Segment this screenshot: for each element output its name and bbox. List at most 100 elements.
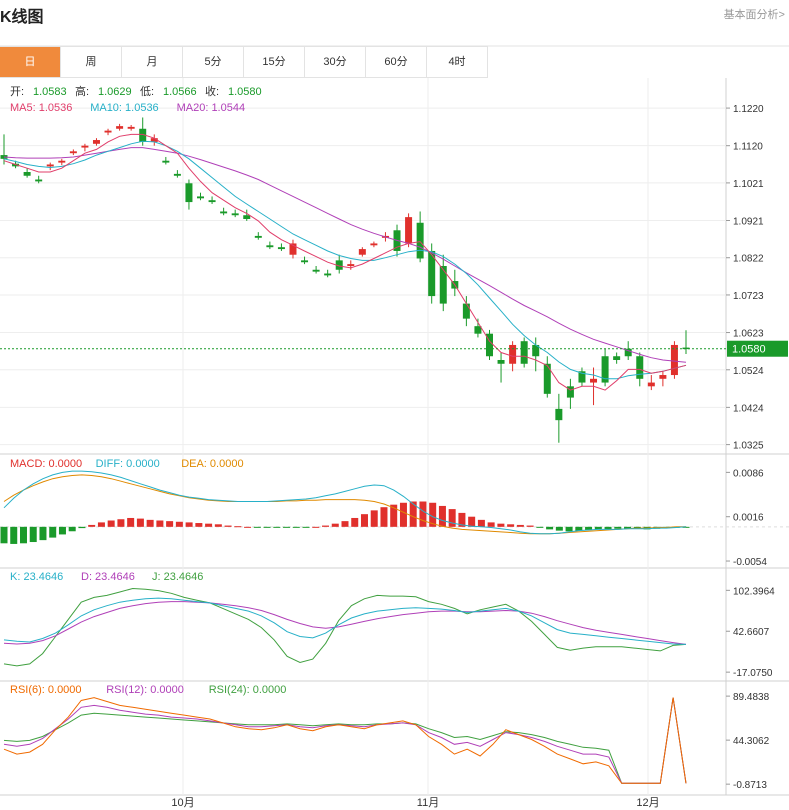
candle-body xyxy=(0,155,8,159)
candle-body xyxy=(35,179,43,182)
candle-body xyxy=(578,371,586,383)
tab-week[interactable]: 周 xyxy=(61,47,122,77)
macd-bar xyxy=(546,526,554,530)
candle-body xyxy=(243,215,251,219)
candle-body xyxy=(58,160,66,163)
macd-bar xyxy=(448,509,456,527)
candle-body xyxy=(520,341,528,364)
candle-body xyxy=(370,243,378,246)
macd-bar xyxy=(614,526,622,529)
macd-bar xyxy=(273,526,281,528)
x-axis-label: 12月 xyxy=(636,797,659,809)
candle-body xyxy=(497,360,505,364)
macd-bar xyxy=(127,517,135,527)
macd-bar xyxy=(117,519,125,527)
macd-bar xyxy=(39,526,47,541)
macd-bar xyxy=(604,526,612,530)
candle-body xyxy=(381,235,389,238)
macd-bar xyxy=(88,524,96,527)
ohlc-value: 1.0583 xyxy=(33,86,67,98)
macd-bar xyxy=(516,524,524,527)
ohlc-label: 高: xyxy=(75,84,89,98)
macd-tick-label: 0.0086 xyxy=(733,468,764,479)
fundamental-analysis-link[interactable]: 基本面分析> xyxy=(723,9,785,21)
macd-bar xyxy=(175,521,183,527)
macd-bar xyxy=(555,526,563,531)
macd-bar xyxy=(370,510,378,527)
macd-bar xyxy=(19,526,27,544)
candle-body xyxy=(46,164,54,167)
candle-body xyxy=(289,243,297,255)
candle-body xyxy=(173,173,181,176)
candle-body xyxy=(277,247,285,250)
macd-bar xyxy=(653,526,661,529)
candle-body xyxy=(451,281,459,289)
candle-body xyxy=(220,211,228,214)
price-tick-label: 1.0822 xyxy=(733,254,764,265)
price-tick-label: 1.0424 xyxy=(733,403,764,414)
macd-bar xyxy=(536,526,544,528)
kdj-k-line xyxy=(3,597,687,645)
ma10-line xyxy=(3,140,687,380)
candle-body xyxy=(254,235,262,238)
macd-bar xyxy=(234,526,242,528)
tab-4hour[interactable]: 4时 xyxy=(427,47,488,77)
price-tick-label: 1.0723 xyxy=(733,291,764,302)
candle-body xyxy=(231,213,239,216)
kdj-label: J: 23.4646 xyxy=(152,571,203,583)
macd-bar xyxy=(302,526,310,528)
macd-bar xyxy=(29,526,37,543)
candle-body xyxy=(555,408,563,421)
price-tick-label: 1.0325 xyxy=(733,441,764,452)
candle-body xyxy=(335,260,343,270)
candle-body xyxy=(439,266,447,304)
macd-bar xyxy=(468,516,476,527)
candle-body xyxy=(139,128,147,142)
macd-bar xyxy=(643,526,651,530)
macd-bar xyxy=(10,526,18,544)
macd-bar xyxy=(429,502,437,527)
macd-bar xyxy=(331,523,339,527)
rsi24-line xyxy=(3,697,687,784)
candle-body xyxy=(682,347,690,350)
macd-bar xyxy=(672,526,680,528)
macd-bar xyxy=(438,505,446,527)
candle-body xyxy=(312,269,320,272)
macd-bar xyxy=(399,502,407,527)
tab-60min[interactable]: 60分 xyxy=(366,47,427,77)
candle-body xyxy=(197,196,205,199)
tab-month[interactable]: 月 xyxy=(122,47,183,77)
macd-bar xyxy=(351,517,359,527)
candle-body xyxy=(670,344,678,376)
x-axis-label: 10月 xyxy=(171,797,194,809)
ohlc-label: 低: xyxy=(140,85,154,98)
price-tick-label: 1.1120 xyxy=(733,142,763,153)
candle-body xyxy=(185,183,193,203)
candle-body xyxy=(347,264,355,266)
candle-body xyxy=(393,230,401,251)
candle-body xyxy=(405,217,413,244)
macd-bar xyxy=(526,525,534,527)
macd-bar xyxy=(0,526,8,544)
ohlc-label: 开: xyxy=(10,86,24,98)
macd-bar xyxy=(409,501,417,527)
rsi-label: RSI(24): 0.0000 xyxy=(209,684,287,696)
candle-body xyxy=(150,138,158,142)
tab-30min[interactable]: 30分 xyxy=(305,47,366,77)
candle-body xyxy=(566,386,574,398)
macd-bar xyxy=(58,526,66,535)
macd-label: DIFF: 0.0000 xyxy=(96,458,160,470)
tab-15min[interactable]: 15分 xyxy=(244,47,305,77)
kdj-tick-label: 42.6607 xyxy=(733,627,770,638)
tab-5min[interactable]: 5分 xyxy=(183,47,244,77)
candle-body xyxy=(636,356,644,379)
rsi-label: RSI(12): 0.0000 xyxy=(106,684,184,696)
macd-bar xyxy=(497,523,505,527)
tab-day[interactable]: 日 xyxy=(0,47,61,77)
kdj-label: D: 23.4646 xyxy=(81,571,135,583)
macd-bar xyxy=(205,523,213,527)
candle-body xyxy=(532,344,540,357)
kdj-tick-label: 102.3964 xyxy=(733,586,775,597)
candle-body xyxy=(81,145,89,148)
